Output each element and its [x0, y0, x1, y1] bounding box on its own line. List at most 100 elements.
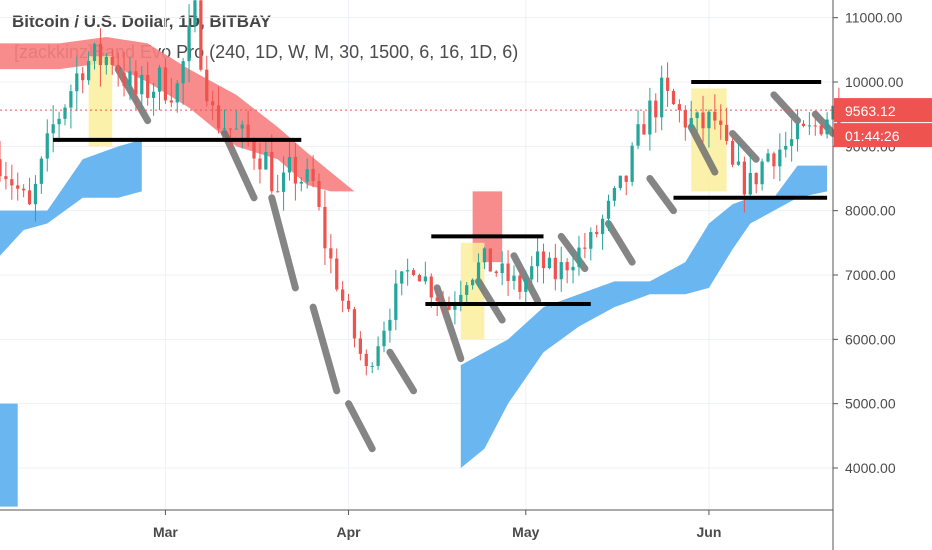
- candle-body: [364, 353, 368, 367]
- candle-body: [482, 248, 487, 263]
- candle-body: [494, 271, 498, 274]
- support-cloud: [460, 165, 828, 468]
- candle-body: [181, 61, 185, 84]
- candle-body: [116, 64, 120, 73]
- candle-body: [589, 232, 593, 249]
- candle-body: [370, 365, 374, 367]
- candle-body: [790, 139, 794, 146]
- candle-body: [453, 303, 457, 310]
- band-segment: [475, 277, 506, 324]
- x-tick-label: Mar: [153, 524, 178, 540]
- candle-body: [689, 118, 693, 128]
- y-tick-label: 4000.00: [845, 460, 896, 476]
- candle-body: [423, 276, 427, 282]
- candle-body: [677, 104, 682, 111]
- x-tick-label: Apr: [336, 524, 361, 540]
- candle-body: [612, 188, 617, 201]
- band-segment: [811, 110, 837, 137]
- candle-body: [205, 69, 209, 102]
- candle-body: [748, 172, 752, 195]
- candle-body: [583, 247, 587, 249]
- band-segment: [687, 123, 719, 176]
- band-segment: [386, 348, 418, 395]
- countdown-label: 01:44:26: [845, 128, 900, 144]
- candle-body: [193, 0, 197, 26]
- candle-body: [311, 169, 315, 181]
- candle-body: [317, 180, 321, 207]
- candle-body: [406, 270, 410, 272]
- candle-body: [754, 172, 758, 185]
- band-segment: [605, 220, 636, 266]
- candle-body: [281, 172, 286, 192]
- highlight-zone: [88, 56, 113, 147]
- candle-body: [199, 0, 203, 70]
- candle-body: [447, 302, 451, 310]
- candle-body: [654, 100, 658, 118]
- candle-body: [394, 283, 398, 320]
- candle-body: [571, 266, 575, 271]
- candle-body: [140, 74, 144, 95]
- horizontal-levels: [0, 80, 833, 306]
- y-tick-label: 6000.00: [845, 331, 896, 347]
- candle-body: [701, 112, 705, 129]
- candle-body: [151, 91, 156, 98]
- candle-body: [299, 181, 303, 184]
- candle-body: [27, 190, 32, 205]
- candle-body: [813, 125, 817, 127]
- candle-body: [276, 191, 280, 193]
- candle-body: [293, 156, 298, 184]
- candle-body: [252, 141, 256, 159]
- candle-body: [713, 111, 717, 121]
- candle-body: [376, 346, 380, 366]
- candle-body: [547, 257, 552, 269]
- y-tick-label: 7000.00: [845, 267, 896, 283]
- chart-title: Bitcoin / U.S. Dollar, 1D, BITBAY: [12, 12, 272, 31]
- candle-body: [707, 111, 711, 129]
- candle-body: [807, 125, 811, 127]
- candle-body: [4, 176, 8, 180]
- candle-body: [175, 83, 179, 103]
- candle-body: [636, 124, 640, 146]
- candle-body: [57, 118, 61, 125]
- candle-body: [819, 125, 823, 135]
- candle-body: [163, 67, 168, 101]
- candle-body: [69, 91, 73, 108]
- candle-body: [766, 153, 770, 162]
- candle-body: [228, 128, 233, 130]
- candle-body: [22, 188, 26, 191]
- candle-body: [518, 275, 522, 292]
- candle-body: [535, 251, 540, 267]
- candle-body: [240, 124, 244, 129]
- candle-body: [530, 266, 534, 280]
- band-segment: [433, 284, 465, 363]
- candle-body: [801, 123, 806, 126]
- band-segment: [345, 400, 376, 453]
- candle-body: [825, 119, 829, 135]
- candle-body: [441, 300, 445, 303]
- candle-body: [33, 183, 38, 205]
- candle-body: [10, 179, 14, 186]
- band-segment: [646, 175, 677, 215]
- candle-body: [506, 263, 510, 281]
- candle-body: [695, 112, 699, 119]
- candle-body: [778, 149, 782, 167]
- candle-body: [742, 161, 747, 195]
- candle-body: [565, 262, 569, 271]
- candle-body: [683, 110, 687, 128]
- candle-body: [671, 90, 676, 105]
- candle-body: [264, 151, 268, 170]
- candle-body: [92, 43, 97, 62]
- candle-body: [725, 124, 729, 141]
- support-cloud: [0, 139, 142, 256]
- candle-body: [784, 145, 788, 150]
- candle-body: [606, 200, 611, 219]
- candle-body: [246, 124, 250, 142]
- candle-body: [146, 74, 150, 98]
- candle-body: [122, 72, 126, 86]
- candle-body: [435, 297, 439, 301]
- candle-body: [476, 262, 481, 280]
- price-tag-label: 9563.12: [845, 103, 896, 119]
- candle-body: [429, 276, 433, 298]
